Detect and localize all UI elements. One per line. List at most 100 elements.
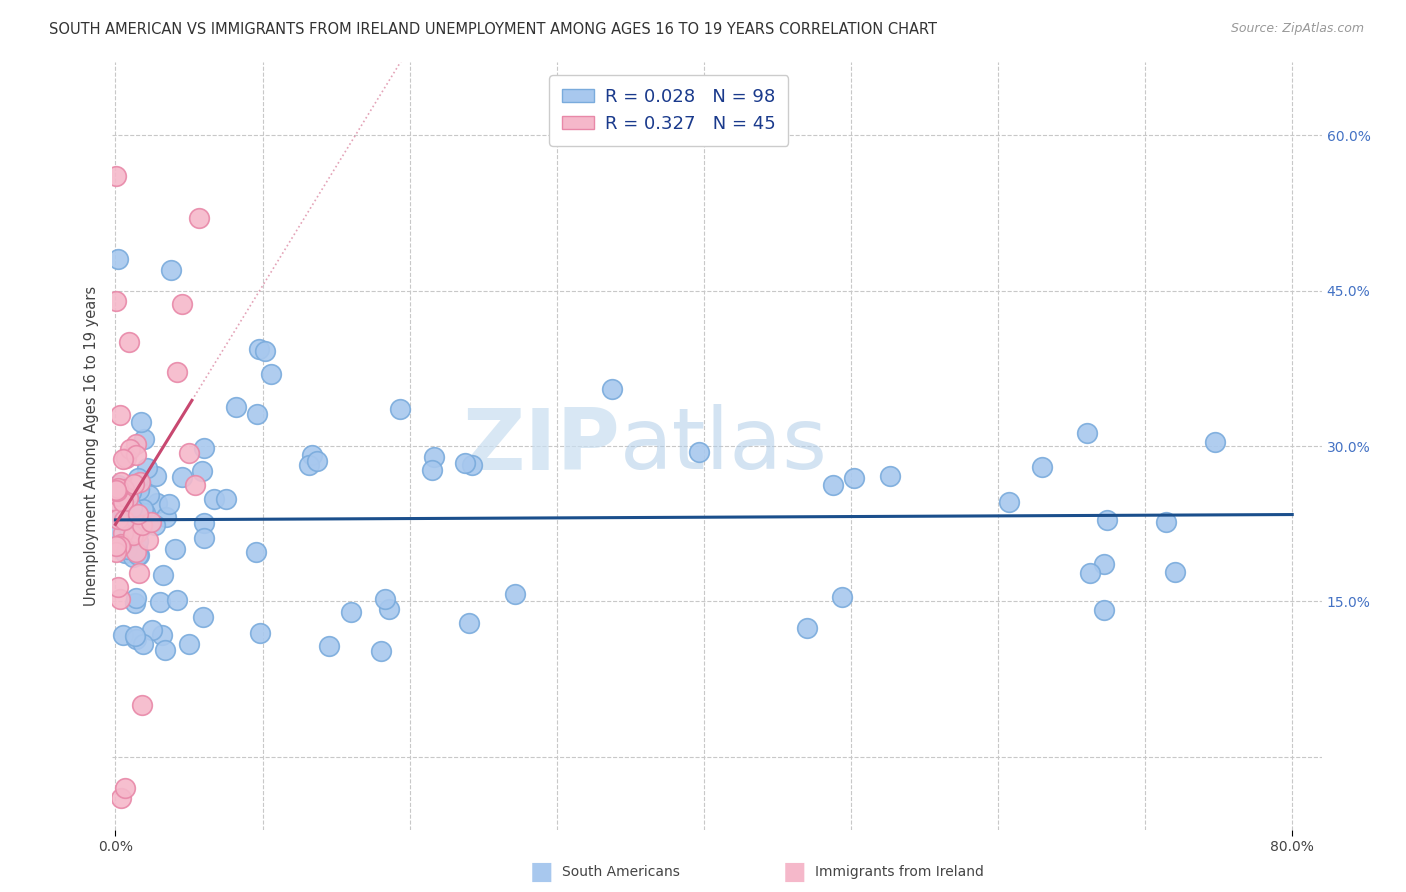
Point [688,445,710,459]
Point [146,496,169,510]
Point [115,486,138,500]
Point [131,698,153,713]
Point [117,542,139,557]
Point [138,488,160,502]
Point [107,477,129,491]
Point [105,523,128,537]
Point [125,545,148,559]
Text: ■: ■ [530,861,553,884]
Point [153,643,176,657]
Point [305,454,328,468]
Point [121,500,143,515]
Point [796,621,818,635]
Point [160,262,183,277]
Point [141,515,163,529]
Point [124,632,146,647]
Point [120,442,142,457]
Point [249,626,271,640]
Y-axis label: Unemployment Among Ages 16 to 19 years: Unemployment Among Ages 16 to 19 years [83,286,98,606]
Point [122,493,145,508]
Text: Immigrants from Ireland: Immigrants from Ireland [815,865,984,880]
Point [842,471,865,485]
Point [125,436,148,450]
Legend: R = 0.028   N = 98, R = 0.327   N = 45: R = 0.028 N = 98, R = 0.327 N = 45 [548,75,789,145]
Point [107,511,129,525]
Point [831,590,853,604]
Point [998,495,1021,509]
Point [132,432,155,446]
Point [172,469,194,483]
Point [118,522,141,536]
Point [253,343,276,358]
Point [166,365,188,379]
Point [124,596,146,610]
Text: SOUTH AMERICAN VS IMMIGRANTS FROM IRELAND UNEMPLOYMENT AMONG AGES 16 TO 19 YEARS: SOUTH AMERICAN VS IMMIGRANTS FROM IRELAN… [49,22,938,37]
Point [166,593,188,607]
Point [1204,435,1226,450]
Point [191,464,214,478]
Point [1154,515,1177,529]
Point [117,334,139,349]
Point [155,510,177,524]
Point [134,506,156,520]
Point [110,791,132,805]
Point [125,591,148,606]
Point [112,495,135,509]
Point [105,545,128,559]
Point [165,542,187,557]
Point [110,537,132,551]
Point [112,451,135,466]
Point [110,483,132,497]
Point [105,484,128,499]
Point [301,449,323,463]
Point [125,540,148,554]
Point [318,639,340,653]
Point [454,456,477,470]
Point [127,507,149,521]
Point [115,450,138,465]
Point [141,624,163,638]
Point [117,491,139,505]
Point [131,517,153,532]
Point [117,532,139,546]
Point [298,458,321,472]
Point [112,512,135,526]
Text: ■: ■ [783,861,806,884]
Point [131,637,153,651]
Point [136,533,159,547]
Text: Source: ZipAtlas.com: Source: ZipAtlas.com [1230,22,1364,36]
Point [128,483,150,497]
Point [111,627,134,641]
Point [193,441,215,455]
Point [1031,459,1053,474]
Point [127,548,149,562]
Point [105,483,128,497]
Point [145,469,167,483]
Point [107,481,129,495]
Point [1076,426,1098,441]
Point [112,482,135,496]
Point [420,463,443,477]
Point [423,450,446,464]
Point [120,484,142,499]
Point [179,637,201,651]
Point [157,497,180,511]
Point [1164,565,1187,579]
Text: South Americans: South Americans [562,865,681,880]
Point [879,468,901,483]
Point [149,595,172,609]
Point [122,477,145,491]
Point [107,512,129,526]
Point [128,566,150,580]
Point [821,477,844,491]
Point [125,526,148,541]
Point [105,539,128,553]
Point [124,629,146,643]
Point [457,616,479,631]
Point [121,549,143,564]
Point [1078,566,1101,580]
Point [105,169,128,184]
Point [110,408,132,422]
Point [135,461,157,475]
Point [143,518,166,533]
